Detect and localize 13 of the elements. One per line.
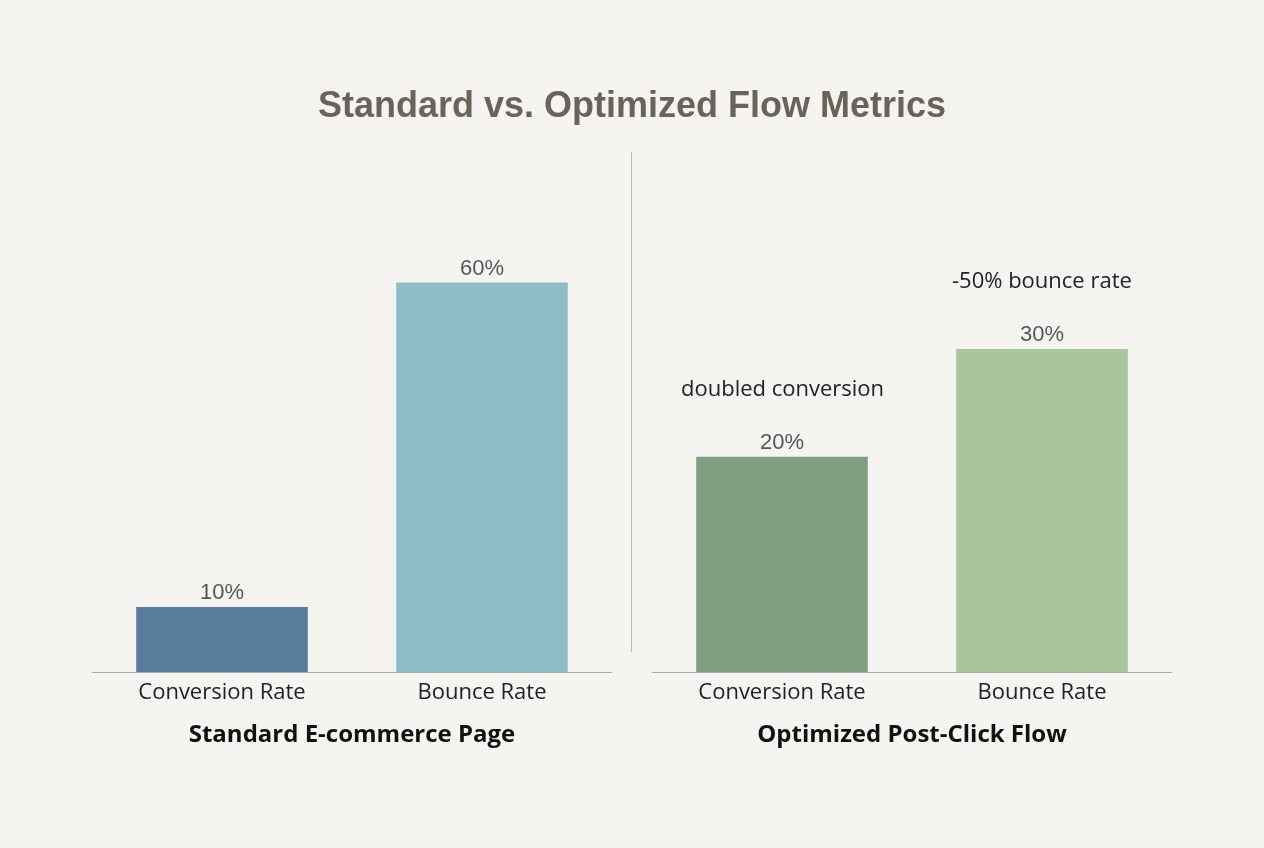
annotation: -50% bounce rate bbox=[952, 264, 1132, 294]
x-tick-label: Bounce Rate bbox=[417, 675, 547, 706]
x-axis-title: Standard E-commerce Page bbox=[188, 715, 516, 749]
x-tick-label: Bounce Rate bbox=[977, 675, 1107, 706]
annotation: doubled conversion bbox=[681, 372, 885, 402]
x-axis-title: Optimized Post-Click Flow bbox=[757, 715, 1068, 749]
data-label: 60% bbox=[459, 254, 505, 280]
chart-title: Standard vs. Optimized Flow Metrics bbox=[316, 83, 948, 127]
data-label: 10% bbox=[199, 579, 245, 605]
x-tick-label: Conversion Rate bbox=[138, 675, 306, 706]
x-tick-label: Conversion Rate bbox=[698, 675, 866, 706]
data-label: 30% bbox=[1019, 321, 1065, 346]
data-label: 20% bbox=[759, 428, 805, 454]
